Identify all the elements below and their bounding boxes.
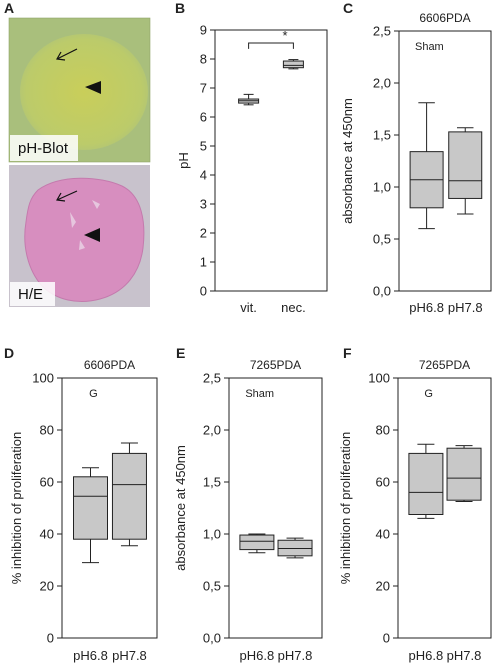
y-tick-label: 3 [200, 197, 207, 212]
box [111, 452, 147, 540]
y-tick-label: 2,0 [373, 76, 391, 91]
filled-arrowhead-icon [85, 81, 101, 94]
x-tick-label: pH7.8 [448, 300, 483, 315]
y-tick-label: 60 [376, 475, 390, 490]
chart-title: 6606PDA [419, 11, 470, 25]
panel-letter-c: C [343, 0, 353, 16]
y-tick-label: 40 [40, 527, 54, 542]
y-tick-label: 4 [200, 168, 207, 183]
chart-c: 0,0 0,5 1,0 1,5 2,0 2,5 absorbance at 450nm 660… [340, 11, 492, 315]
y-axis-label: % inhibition of proliferation [338, 432, 353, 584]
inner-label: Sham [245, 388, 274, 400]
y-tick-label: 40 [376, 527, 390, 542]
y-tick-label: 20 [376, 579, 390, 594]
plot-frame [398, 30, 492, 292]
filled-arrowhead-icon-he [84, 228, 100, 242]
chart-e: 0,0 0,5 1,0 1,5 2,0 2,5 absorbance at 450nm 726… [173, 358, 323, 663]
panel-letter-e: E [176, 345, 185, 361]
y-tick-label: 60 [40, 475, 54, 490]
y-tick-label: 6 [200, 110, 207, 125]
box [446, 447, 482, 501]
box [448, 131, 483, 199]
y-tick-label: 2,5 [373, 24, 391, 39]
y-tick-label: 1,5 [203, 475, 221, 490]
y-tick-label: 100 [32, 371, 54, 386]
plot-frame [214, 29, 328, 292]
he-tissue [24, 177, 145, 302]
y-tick-label: 1,5 [373, 128, 391, 143]
chart-b: 0 1 2 3 4 5 6 7 8 9 pH vit. nec. * [176, 23, 328, 315]
y-tick-label: 1,0 [203, 527, 221, 542]
inner-label: Sham [415, 41, 444, 53]
ph-blot-label: pH-Blot [18, 140, 69, 157]
panel-a: A pH-Blot H/E [4, 0, 151, 307]
y-tick-label: 8 [200, 52, 207, 67]
y-tick-label: 0,5 [373, 232, 391, 247]
chart-title: 7265PDA [250, 358, 301, 372]
x-tick-label: pH7.8 [112, 648, 147, 663]
panel-letter-d: D [4, 345, 14, 361]
plot-frame [61, 377, 158, 639]
chart-f: 0 20 40 60 80 100 % inhibition of proliferatio… [338, 358, 492, 663]
x-tick-label: pH6.8 [409, 648, 444, 663]
plot-frame [397, 377, 492, 639]
y-tick-label: 80 [40, 423, 54, 438]
box [239, 534, 275, 551]
inner-label: G [89, 388, 98, 400]
x-tick-label: nec. [281, 300, 306, 315]
y-axis-label: pH [176, 152, 191, 169]
y-tick-label: 20 [40, 579, 54, 594]
y-axis-label: absorbance at 450nm [173, 445, 188, 571]
inner-label: G [424, 388, 433, 400]
panel-letter-b: B [175, 0, 185, 16]
box [73, 476, 108, 540]
y-tick-label: 0 [200, 284, 207, 299]
x-tick-label: vit. [240, 300, 257, 315]
y-tick-label: 0 [47, 631, 54, 646]
y-tick-label: 7 [200, 81, 207, 96]
x-tick-label: pH6.8 [73, 648, 108, 663]
box [282, 60, 304, 69]
y-tick-label: 100 [368, 371, 390, 386]
y-tick-label: 2,0 [203, 423, 221, 438]
open-arrow-icon [56, 48, 78, 61]
y-tick-label: 0 [383, 631, 390, 646]
x-tick-label: pH6.8 [409, 300, 444, 315]
y-axis-label: absorbance at 450nm [340, 98, 355, 224]
y-tick-label: 0,5 [203, 579, 221, 594]
ph-blot-photo: pH-Blot [8, 17, 151, 163]
y-tick-label: 9 [200, 23, 207, 38]
y-axis-label: % inhibition of proliferation [9, 432, 24, 584]
chart-title: 7265PDA [419, 358, 470, 372]
open-arrow-icon-he [56, 190, 78, 202]
chart-d: 0 20 40 60 80 100 % inhibition of proliferatio… [9, 358, 158, 663]
ph-blot-spot [20, 34, 148, 150]
he-label: H/E [18, 286, 43, 303]
x-tick-label: pH7.8 [278, 648, 313, 663]
significance-bracket [248, 42, 294, 49]
box [408, 452, 444, 515]
y-tick-label: 2 [200, 226, 207, 241]
x-tick-label: pH7.8 [447, 648, 482, 663]
chart-title: 6606PDA [84, 358, 135, 372]
panel-letter-f: F [343, 345, 352, 361]
box [277, 539, 313, 557]
panel-letter-a: A [4, 0, 14, 16]
x-tick-label: pH6.8 [240, 648, 275, 663]
y-tick-label: 0,0 [373, 284, 391, 299]
y-tick-label: 0,0 [203, 631, 221, 646]
y-tick-label: 2,5 [203, 371, 221, 386]
y-tick-label: 1 [200, 255, 207, 270]
y-tick-label: 1,0 [373, 180, 391, 195]
y-tick-label: 5 [200, 139, 207, 154]
he-stain-photo: H/E [9, 165, 150, 307]
plot-frame [228, 377, 323, 639]
significance-marker: * [282, 28, 287, 43]
y-tick-label: 80 [376, 423, 390, 438]
